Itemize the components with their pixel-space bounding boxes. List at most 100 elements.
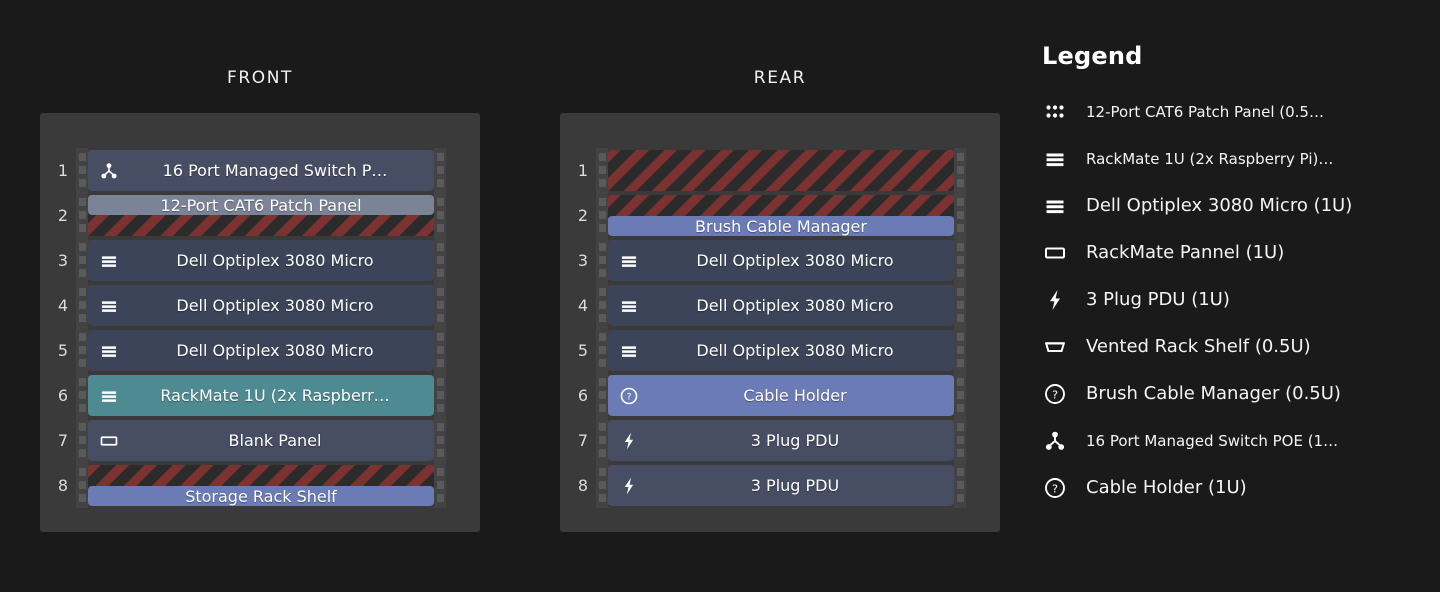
rack-row: 2 Brush Cable Manager [572, 193, 988, 238]
rack-unit[interactable]: Blank Panel [88, 420, 434, 461]
rack-rail-left [596, 373, 608, 418]
rail-hole [79, 224, 86, 232]
rail-hole [599, 359, 606, 367]
rack-slot[interactable]: 3 Plug PDU [608, 465, 954, 506]
rail-hole [79, 211, 86, 219]
rack-unit[interactable]: 16 Port Managed Switch P… [88, 150, 434, 191]
rack-rail-right [954, 328, 966, 373]
rack-unit[interactable]: Dell Optiplex 3080 Micro [88, 285, 434, 326]
rail-hole [437, 346, 444, 354]
rail-hole [599, 436, 606, 444]
rack-slot[interactable]: 3 Plug PDU [608, 420, 954, 461]
rack-slot[interactable]: Dell Optiplex 3080 Micro [88, 330, 434, 371]
rail-hole [437, 391, 444, 399]
legend-item-label: 3 Plug PDU (1U) [1086, 289, 1230, 310]
rack-units-container: 1 2 Brush Cable Manager 3 Dell Optiplex 3080… [572, 148, 988, 508]
legend-item[interactable]: Dell Optiplex 3080 Micro (1U) [1040, 182, 1430, 229]
rail-hole [79, 468, 86, 476]
dot-grid-icon [1040, 99, 1070, 125]
legend-item[interactable]: 3 Plug PDU (1U) [1040, 276, 1430, 323]
server-bars-icon [98, 340, 120, 362]
legend-item[interactable]: 16 Port Managed Switch POE (1… [1040, 417, 1430, 464]
rack-rail-right [434, 373, 446, 418]
rack-rail-right [954, 193, 966, 238]
rail-hole [957, 179, 964, 187]
legend-item[interactable]: 12-Port CAT6 Patch Panel (0.5… [1040, 88, 1430, 135]
rack-unit-label: Dell Optiplex 3080 Micro [696, 341, 894, 360]
rack-unit-number: 7 [577, 431, 589, 450]
legend-item[interactable]: ? Brush Cable Manager (0.5U) [1040, 370, 1430, 417]
rail-hole [437, 288, 444, 296]
rack-slot[interactable]: Dell Optiplex 3080 Micro [88, 285, 434, 326]
rail-hole [957, 198, 964, 206]
rack-unit[interactable]: Dell Optiplex 3080 Micro [88, 330, 434, 371]
rail-hole [437, 211, 444, 219]
rack-rail-left [76, 193, 88, 238]
server-bars-icon [1040, 193, 1070, 219]
rail-hole [599, 256, 606, 264]
rail-hole [437, 359, 444, 367]
rack-unit[interactable]: Dell Optiplex 3080 Micro [88, 240, 434, 281]
rail-hole [79, 494, 86, 502]
legend-item[interactable]: RackMate Pannel (1U) [1040, 229, 1430, 276]
rail-hole [79, 153, 86, 161]
rail-hole [957, 391, 964, 399]
rail-hole [79, 423, 86, 431]
rack-unit[interactable]: Dell Optiplex 3080 Micro [608, 285, 954, 326]
rack-rail-right [434, 418, 446, 463]
rail-hole [79, 359, 86, 367]
rack-unit[interactable]: 3 Plug PDU [608, 465, 954, 506]
rack-slot[interactable]: Blank Panel [88, 420, 434, 461]
rack-slot[interactable] [608, 150, 954, 191]
rail-hole [79, 198, 86, 206]
rack-slot[interactable]: Dell Optiplex 3080 Micro [608, 285, 954, 326]
rack-slot[interactable]: Storage Rack Shelf [88, 465, 434, 506]
rail-hole [79, 378, 86, 386]
rack-slot[interactable]: Dell Optiplex 3080 Micro [88, 240, 434, 281]
rack-slot[interactable]: 12-Port CAT6 Patch Panel [88, 195, 434, 236]
rack-unit[interactable]: Dell Optiplex 3080 Micro [608, 240, 954, 281]
rail-hole [599, 481, 606, 489]
rack-slot[interactable]: 16 Port Managed Switch P… [88, 150, 434, 191]
rack-slot[interactable]: Brush Cable Manager [608, 195, 954, 236]
rack-unit[interactable]: 12-Port CAT6 Patch Panel [88, 195, 434, 215]
rail-hole [599, 468, 606, 476]
rack-unit-label: Dell Optiplex 3080 Micro [176, 341, 374, 360]
rack-unit[interactable]: Brush Cable Manager [608, 216, 954, 236]
rack-title-front: FRONT [226, 68, 294, 88]
rail-hole [79, 481, 86, 489]
rack-row: 8 Storage Rack Shelf [52, 463, 468, 508]
rack-slot[interactable]: Dell Optiplex 3080 Micro [608, 330, 954, 371]
rack-slot[interactable]: Dell Optiplex 3080 Micro [608, 240, 954, 281]
rack-unit[interactable]: Dell Optiplex 3080 Micro [608, 330, 954, 371]
rack-slot[interactable]: ? Cable Holder [608, 375, 954, 416]
legend-item-label: Vented Rack Shelf (0.5U) [1086, 336, 1311, 357]
rack-unit[interactable]: 3 Plug PDU [608, 420, 954, 461]
rack-row: 3 Dell Optiplex 3080 Micro [52, 238, 468, 283]
rack-unit-number: 8 [57, 476, 69, 495]
rack-row: 4 Dell Optiplex 3080 Micro [572, 283, 988, 328]
rack-unit[interactable]: RackMate 1U (2x Raspberr… [88, 375, 434, 416]
legend-item[interactable]: RackMate 1U (2x Raspberry Pi)… [1040, 135, 1430, 182]
legend-item-label: RackMate 1U (2x Raspberry Pi)… [1086, 149, 1334, 168]
server-bars-icon [98, 385, 120, 407]
rail-hole [599, 346, 606, 354]
rail-hole [599, 391, 606, 399]
legend-item[interactable]: ? Cable Holder (1U) [1040, 464, 1430, 511]
rack-unit[interactable]: Storage Rack Shelf [88, 486, 434, 506]
rail-hole [437, 301, 444, 309]
rack-unit-label: Dell Optiplex 3080 Micro [176, 251, 374, 270]
rack-unit-number: 5 [57, 341, 69, 360]
rack-unit-number: 5 [577, 341, 589, 360]
svg-text:?: ? [1052, 388, 1058, 401]
rack-unit[interactable]: ? Cable Holder [608, 375, 954, 416]
rack-slot[interactable]: RackMate 1U (2x Raspberr… [88, 375, 434, 416]
legend-item[interactable]: Vented Rack Shelf (0.5U) [1040, 323, 1430, 370]
rail-hole [599, 423, 606, 431]
rack-row: 8 3 Plug PDU [572, 463, 988, 508]
server-bars-icon [1040, 146, 1070, 172]
question-circle-icon: ? [618, 385, 640, 407]
rail-hole [957, 211, 964, 219]
rack-rail-right [954, 418, 966, 463]
